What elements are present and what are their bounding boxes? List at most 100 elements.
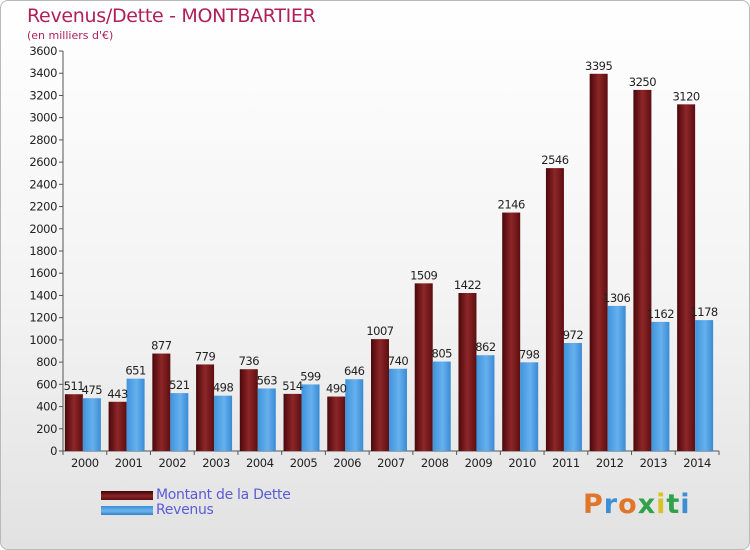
y-tick-label: 3400	[29, 66, 57, 80]
bar-dette-2002	[152, 353, 171, 451]
label-revenus-2001: 651	[125, 364, 146, 378]
chart-title: Revenus/Dette - MONTBARTIER	[27, 5, 316, 27]
y-tick-label: 800	[36, 355, 57, 369]
logo-letter: i	[680, 489, 691, 520]
label-revenus-2009: 862	[475, 340, 496, 354]
x-axis: 2000 2001 2002 2003 2004 2005 2006 2007 2008 2009…	[62, 450, 720, 470]
label-revenus-2005: 599	[300, 369, 321, 383]
x-tick-label: 2000	[71, 456, 99, 470]
bar-revenus-2003	[214, 395, 233, 451]
legend-swatch-revenus	[101, 506, 153, 515]
bar-dette-2003	[196, 364, 215, 451]
y-tick-label: 1200	[29, 311, 57, 325]
y-tick-label: 2400	[29, 177, 57, 191]
y-tick-label: 2200	[29, 200, 57, 214]
label-dette-2013: 3250	[629, 75, 656, 89]
y-tick-label: 3200	[29, 88, 57, 102]
legend-label-revenus: Revenus	[156, 502, 214, 518]
x-tick-label: 2012	[596, 456, 624, 470]
bar-revenus-2006	[345, 379, 364, 451]
bar-dette-2000	[64, 394, 83, 451]
y-axis: 0 200 400 600 800 1000 1200 1400 1600 1800 2000 220…	[29, 44, 64, 458]
legend-swatch-dette	[101, 491, 153, 500]
y-tick-label: 0	[50, 444, 57, 458]
bar-revenus-2014	[695, 320, 714, 451]
y-tick-label: 600	[36, 377, 57, 391]
label-dette-2003: 779	[195, 349, 216, 363]
label-revenus-2003: 498	[213, 381, 234, 395]
bar-revenus-2001	[126, 378, 145, 451]
label-revenus-2002: 521	[169, 378, 190, 392]
logo-letter: t	[666, 489, 681, 520]
bar-revenus-2005	[301, 384, 320, 451]
legend-label-dette: Montant de la Dette	[156, 487, 291, 503]
x-tick-label: 2002	[158, 456, 186, 470]
x-tick-label: 2010	[508, 456, 536, 470]
logo-letter: P	[583, 489, 604, 520]
x-tick-label: 2007	[377, 456, 405, 470]
bar-revenus-2002	[170, 393, 189, 451]
x-tick-label: 2013	[640, 456, 668, 470]
label-revenus-2010: 798	[519, 347, 540, 361]
bar-revenus-2010	[520, 362, 539, 451]
bar-dette-2007	[371, 339, 389, 451]
label-dette-2008: 1509	[410, 268, 437, 282]
y-tick-label: 2000	[29, 222, 57, 236]
bar-dette-2012	[589, 73, 608, 452]
y-tick-label: 1600	[29, 266, 57, 280]
bar-revenus-2008	[432, 361, 451, 451]
label-revenus-2007: 740	[388, 354, 409, 368]
bar-revenus-2000	[82, 398, 101, 451]
label-dette-2010: 2146	[498, 198, 525, 212]
bar-revenus-2011	[563, 343, 582, 451]
bar-revenus-2007	[389, 368, 407, 451]
bar-dette-2006	[327, 396, 346, 451]
logo-letter: i	[656, 489, 667, 520]
bar-dette-2001	[108, 401, 127, 451]
bar-dette-2011	[545, 168, 564, 451]
bar-dette-2008	[414, 283, 433, 451]
y-tick-label: 1800	[29, 244, 57, 258]
y-tick-label: 400	[36, 400, 57, 414]
label-revenus-2000: 475	[82, 383, 103, 397]
bar-dette-2010	[502, 212, 521, 451]
bar-dette-2014	[677, 104, 696, 451]
label-dette-2006: 490	[326, 382, 347, 396]
logo-letter: o	[618, 489, 638, 520]
label-dette-2005: 514	[282, 379, 303, 393]
bar-dette-2013	[633, 89, 652, 451]
label-dette-2007: 1007	[366, 324, 393, 338]
label-revenus-2004: 563	[257, 373, 278, 387]
label-dette-2002: 877	[151, 339, 172, 353]
bar-dette-2009	[458, 293, 477, 451]
bar-dette-2004	[239, 369, 258, 451]
bar-revenus-2013	[651, 321, 670, 451]
label-revenus-2014: 1178	[690, 305, 717, 319]
y-tick-label: 1400	[29, 288, 57, 302]
logo-letter: x	[637, 489, 657, 520]
x-tick-label: 2014	[683, 456, 711, 470]
y-tick-label: 3000	[29, 111, 57, 125]
x-tick-label: 2009	[465, 456, 493, 470]
label-dette-2014: 3120	[672, 89, 699, 103]
x-tick-label: 2004	[246, 456, 274, 470]
x-tick-label: 2005	[290, 456, 318, 470]
label-dette-2009: 1422	[454, 278, 481, 292]
y-tick-label: 200	[36, 422, 57, 436]
label-dette-2012: 3395	[585, 59, 612, 73]
label-revenus-2006: 646	[344, 364, 365, 378]
x-tick-label: 2006	[333, 456, 361, 470]
x-tick-label: 2001	[115, 456, 143, 470]
y-tick-label: 2600	[29, 155, 57, 169]
bar-dette-2005	[283, 393, 302, 451]
x-tick-label: 2003	[202, 456, 230, 470]
label-dette-2000: 511	[64, 379, 85, 393]
y-tick-label: 3600	[29, 44, 57, 58]
bars-layer	[64, 73, 714, 452]
proxiti-logo: Proxiti	[583, 489, 691, 520]
label-dette-2011: 2546	[541, 153, 568, 167]
label-revenus-2013: 1162	[647, 307, 674, 321]
